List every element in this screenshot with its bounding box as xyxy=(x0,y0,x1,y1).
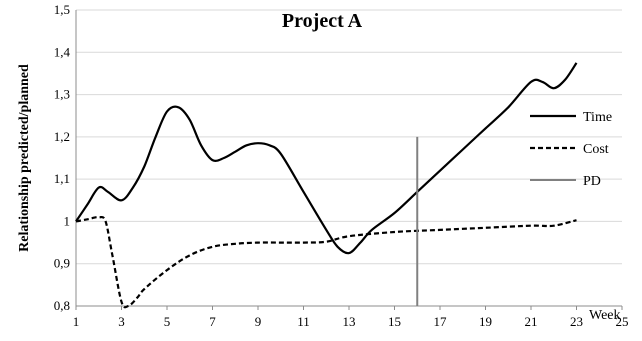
legend-label-time: Time xyxy=(583,110,612,125)
y-tick-label: 1,2 xyxy=(54,129,70,144)
legend-label-pd: PD xyxy=(583,174,601,189)
chart-title: Project A xyxy=(282,10,363,32)
x-tick-label: 15 xyxy=(388,314,401,329)
legend: Time Cost PD xyxy=(530,110,612,189)
y-tick-label: 0,9 xyxy=(54,256,70,271)
x-tick-label: 13 xyxy=(343,314,356,329)
x-tick-label: 5 xyxy=(164,314,171,329)
y-tick-labels: 0,8 0,9 1 1,1 1,2 1,3 1,4 1,5 xyxy=(54,2,71,313)
x-tick-labels: 1 3 5 7 9 11 13 15 17 19 21 23 25 xyxy=(73,314,629,329)
x-tick-label: 25 xyxy=(616,314,629,329)
y-tick-label: 1,5 xyxy=(54,2,70,17)
y-tick-label: 1 xyxy=(64,213,71,228)
y-tick-label: 1,1 xyxy=(54,171,70,186)
series-line-time xyxy=(75,62,578,255)
x-tick-label: 21 xyxy=(525,314,538,329)
x-tick-label: 7 xyxy=(209,314,216,329)
x-tick-label: 9 xyxy=(255,314,262,329)
gridlines xyxy=(76,9,622,265)
x-tick-label: 1 xyxy=(73,314,80,329)
y-tick-label: 0,8 xyxy=(54,298,70,313)
x-tick-label: 17 xyxy=(434,314,448,329)
legend-label-cost: Cost xyxy=(583,142,609,157)
series-lines xyxy=(75,62,578,309)
x-tick-label: 19 xyxy=(479,314,492,329)
series-line-cost xyxy=(75,215,577,309)
y-tick-label: 1,4 xyxy=(54,44,71,59)
x-tick-label: 11 xyxy=(297,314,310,329)
x-tick-label: 3 xyxy=(118,314,125,329)
x-tick-label: 23 xyxy=(570,314,583,329)
y-axis-label: Relationship predicted/planned xyxy=(17,64,32,252)
y-tick-label: 1,3 xyxy=(54,87,70,102)
axes xyxy=(75,10,623,310)
x-axis-label: Week xyxy=(589,308,621,323)
